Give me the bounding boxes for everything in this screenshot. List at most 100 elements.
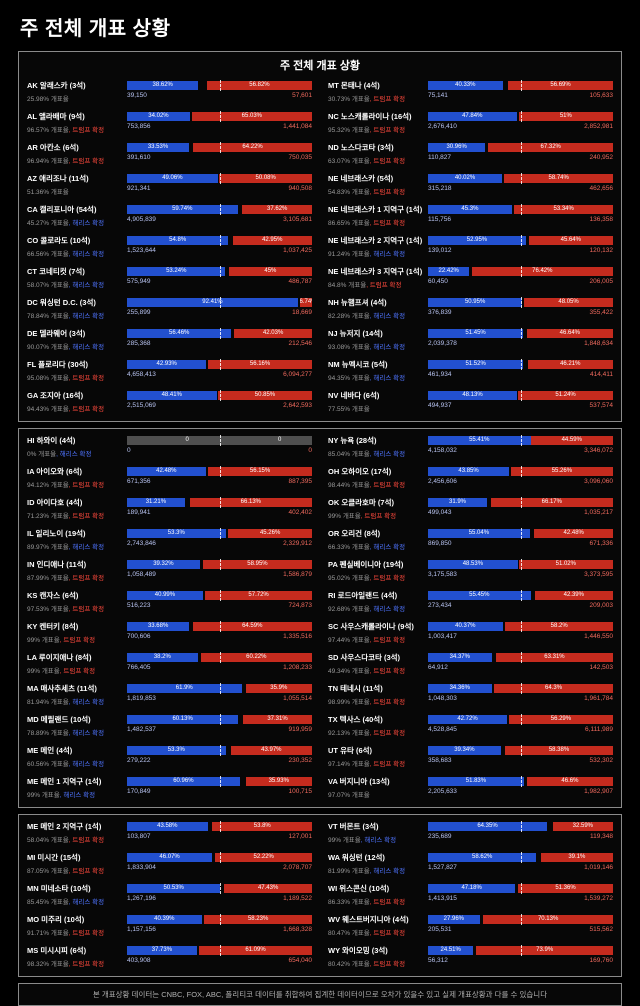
vote-counts: 3,175,583 3,373,595 [428,571,613,578]
fifty-percent-line [520,883,522,894]
harris-pct-label: 48.13% [462,392,483,398]
harris-votes: 315,218 [428,185,452,192]
state-info: ME 메인 2 지역구 (1석) 58.04% 개표율, 트럼프 확정 [27,821,127,844]
state-chart: 47.84% 51% 2,676,410 2,852,981 [428,111,613,130]
harris-votes: 1,058,489 [127,571,156,578]
harris-bar-segment: 46.07% [127,853,213,862]
status-badge: , 트럼프 확정 [369,220,406,227]
harris-votes: 2,676,410 [428,123,457,130]
status-badge: , 해리스 확정 [369,868,406,875]
state-name: IL 일리노이 (19석) [27,529,86,538]
results-panel-1: 주 전체 개표 상황 AK 알래스카 (3석) 25.98% 개표율 38.62… [18,51,622,422]
state-chart: 51.45% 46.64% 2,039,378 1,848,634 [428,328,613,347]
state-entry: ME 메인 1 지역구 (1석) 99% 개표율, 해리스 확정 60.96% … [27,772,312,803]
harris-votes: 2,456,606 [428,478,457,485]
panel-3-col-left: ME 메인 2 지역구 (1석) 58.04% 개표율, 트럼프 확정 43.5… [27,817,312,972]
progress-text: 93.08% 개표율 [328,344,370,351]
trump-bar-segment: 42.03% [234,329,312,338]
trump-bar-segment: 39.1% [540,853,613,862]
trump-votes: 2,078,707 [283,864,312,871]
state-chart: 43.58% 53.8% 103,807 127,001 [127,821,312,840]
state-name: MS 미시시피 (6석) [27,946,87,955]
harris-pct-label: 33.53% [147,144,169,150]
fifty-percent-line [520,714,522,725]
trump-pct-label: 45.26% [259,530,281,536]
vote-counts: 64,912 142,503 [428,664,613,671]
trump-votes: 515,562 [589,926,614,933]
vote-bar: 49.06% 50.08% [127,173,312,184]
state-chart: 40.99% 57.72% 516,223 724,873 [127,590,312,609]
panel-title: 주 전체 개표 상황 [279,60,360,72]
state-progress-status: 97.07% 개표율 [328,789,428,799]
state-progress-status: 97.53% 개표율, 트럼프 확정 [27,603,127,613]
state-entry: MT 몬태나 (4석) 30.73% 개표율, 트럼프 확정 40.33% 56… [328,76,613,107]
state-chart: 34.37% 63.31% 64,912 142,503 [428,652,613,671]
results-panel-2: HI 하와이 (4석) 0% 개표율, 해리스 확정 0 0 0 0 IA 아이… [18,428,622,808]
harris-votes: 766,405 [127,664,151,671]
trump-bar-segment: 58.74% [504,174,613,183]
trump-votes: 355,422 [589,309,614,316]
state-chart: 48.13% 51.24% 494,937 537,574 [428,390,613,409]
state-entry: ME 메인 2 지역구 (1석) 58.04% 개표율, 트럼프 확정 43.5… [27,817,312,848]
state-chart: 40.33% 56.69% 75,141 105,633 [428,80,613,99]
trump-bar-segment: 53.34% [514,205,613,214]
harris-bar-segment: 55.45% [428,591,531,600]
harris-pct-label: 52.95% [466,237,488,243]
harris-votes: 1,003,417 [428,633,457,640]
state-progress-status: 95.32% 개표율, 트럼프 확정 [328,124,428,134]
trump-pct-label: 48.05% [558,299,579,305]
harris-votes: 170,849 [127,788,151,795]
state-name: OR 오리건 (8석) [328,529,381,538]
progress-text: 97.44% 개표율 [328,637,370,644]
harris-votes: 1,482,537 [127,726,156,733]
harris-bar-segment: 27.96% [428,915,480,924]
trump-pct-label: 50.85% [254,392,276,398]
progress-text: 25.98% 개표율 [27,96,69,103]
vote-counts: 110,827 240,952 [428,154,613,161]
trump-pct-label: 43.97% [261,747,282,753]
harris-votes: 2,743,846 [127,540,156,547]
vote-bar: 42.93% 56.16% [127,359,312,370]
fifty-percent-line [520,683,522,694]
status-badge: , 트럼프 확정 [68,961,105,968]
state-name: NE 네브래스카 3 지역구 (1석) [328,267,423,276]
state-chart: 30.96% 67.32% 110,827 240,952 [428,142,613,161]
trump-bar-segment: 0 [247,436,312,445]
state-name: TN 테네시 (11석) [328,684,383,693]
state-name: ID 아이다호 (4석) [27,498,83,507]
vote-bar: 27.96% 70.13% [428,914,613,925]
vote-bar: 39.34% 58.38% [428,745,613,756]
vote-counts: 461,934 414,411 [428,371,613,378]
harris-pct-label: 40.39% [154,916,175,922]
state-progress-status: 96.94% 개표율, 트럼프 확정 [27,155,127,165]
harris-pct-label: 51.45% [465,330,486,336]
harris-votes: 516,223 [127,602,151,609]
state-chart: 54.8% 42.95% 1,523,644 1,037,425 [127,235,312,254]
trump-bar-segment: 56.16% [208,360,312,369]
trump-pct-label: 45% [264,268,277,274]
status-badge: , 해리스 확정 [369,313,406,320]
state-name: NE 네브래스카 1 지역구 (1석) [328,205,423,214]
status-badge: , 트럼프 확정 [68,930,105,937]
state-progress-status: 91.71% 개표율, 트럼프 확정 [27,927,127,937]
state-name: AK 알래스카 (3석) [27,81,86,90]
state-info: NE 네브래스카 (5석) 54.83% 개표율, 트럼프 확정 [328,173,428,196]
fifty-percent-line [520,821,522,832]
vote-counts: 273,434 209,003 [428,602,613,609]
fifty-percent-line [219,111,221,122]
state-entry: OH 오하이오 (17석) 98.44% 개표율, 트럼프 확정 43.85% … [328,462,613,493]
trump-votes: 209,003 [589,602,614,609]
progress-text: 0% 개표율 [27,451,57,458]
state-progress-status: 30.73% 개표율, 트럼프 확정 [328,93,428,103]
progress-text: 85.45% 개표율 [27,899,69,906]
harris-pct-label: 48.41% [161,392,182,398]
trump-votes: 3,096,060 [584,478,613,485]
progress-text: 66.56% 개표율 [27,251,69,258]
vote-bar: 31.9% 66.17% [428,497,613,508]
trump-pct-label: 55.26% [551,468,573,474]
state-name: HI 하와이 (4석) [27,436,76,445]
state-info: IL 일리노이 (19석) 89.97% 개표율, 해리스 확정 [27,528,127,551]
trump-bar-segment: 42.39% [534,591,613,600]
trump-votes: 142,503 [589,664,614,671]
fifty-percent-line [520,852,522,863]
